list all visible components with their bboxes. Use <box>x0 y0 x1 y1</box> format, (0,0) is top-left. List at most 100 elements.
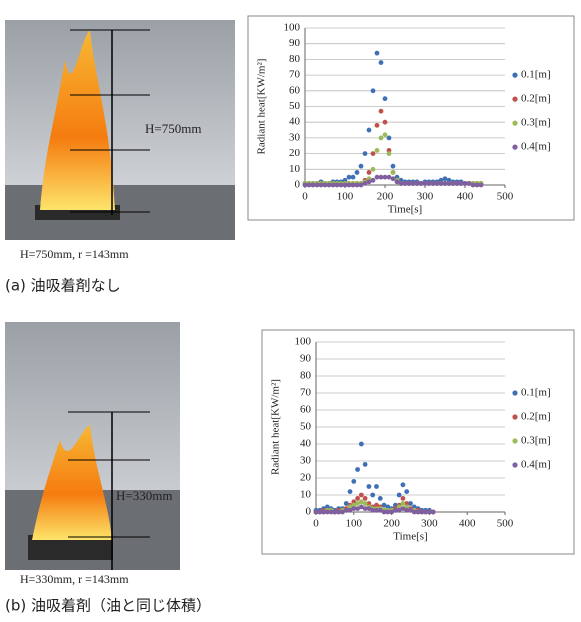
point <box>375 51 380 56</box>
point <box>363 496 368 501</box>
point <box>379 136 384 141</box>
x-tick-label: 0 <box>313 518 319 530</box>
x-tick-label: 300 <box>421 518 438 530</box>
y-tick-label: 10 <box>300 489 312 501</box>
point <box>383 120 388 125</box>
x-tick-label: 400 <box>457 191 474 203</box>
y-tick-label: 0 <box>295 179 301 191</box>
point <box>379 109 384 114</box>
y-tick-label: 60 <box>289 84 301 96</box>
photo-label: H=750mm <box>145 121 201 136</box>
y-tick-label: 0 <box>306 506 312 518</box>
point <box>371 167 376 172</box>
y-tick-label: 40 <box>289 116 301 128</box>
point <box>371 88 376 93</box>
figure: H=750mm H=750mm, r =143mm (a) 油吸着剤なし H=3… <box>0 0 581 617</box>
point <box>355 467 360 472</box>
x-tick-label: 0 <box>302 191 308 203</box>
y-tick-label: 20 <box>289 147 301 159</box>
point <box>401 501 406 506</box>
point <box>363 462 368 467</box>
panel-caption: (a) 油吸着剤なし <box>5 277 121 295</box>
x-tick-label: 200 <box>383 518 400 530</box>
x-tick-label: 200 <box>377 191 394 203</box>
y-tick-label: 70 <box>289 69 301 81</box>
x-tick-label: 400 <box>459 518 476 530</box>
point <box>359 493 364 498</box>
legend-label: 0.4[m] <box>521 141 551 153</box>
legend-marker <box>512 438 517 443</box>
point <box>378 496 383 501</box>
legend-marker <box>512 462 517 467</box>
legend-label: 0.3[m] <box>521 117 551 129</box>
y-tick-label: 90 <box>300 353 312 365</box>
y-tick-label: 80 <box>300 370 312 382</box>
y-tick-label: 80 <box>289 53 301 65</box>
x-axis-label: Time[s] <box>393 531 427 543</box>
point <box>401 482 406 487</box>
point <box>404 489 409 494</box>
y-tick-label: 50 <box>300 421 312 433</box>
x-tick-label: 100 <box>346 518 363 530</box>
point <box>370 493 375 498</box>
y-tick-label: 30 <box>300 455 312 467</box>
x-tick-label: 500 <box>497 191 514 203</box>
y-tick-label: 20 <box>300 472 312 484</box>
point <box>391 170 396 175</box>
point <box>367 484 372 489</box>
point <box>355 170 360 175</box>
photo-label: H=330mm <box>116 488 172 503</box>
point <box>351 479 356 484</box>
point <box>397 493 402 498</box>
point <box>375 123 380 128</box>
legend-marker <box>512 97 517 102</box>
legend-marker <box>512 145 517 150</box>
point <box>401 496 406 501</box>
legend-label: 0.1[m] <box>521 387 551 399</box>
point <box>379 60 384 65</box>
photo-b: H=330mm <box>5 322 180 570</box>
legend-marker <box>512 121 517 126</box>
legend-label: 0.2[m] <box>521 411 551 423</box>
x-axis-label: Time[s] <box>388 204 422 216</box>
legend-label: 0.2[m] <box>521 93 551 105</box>
point <box>479 183 484 188</box>
point <box>383 96 388 101</box>
point <box>391 164 396 169</box>
point <box>374 484 379 489</box>
photo-caption: H=330mm, r =143mm <box>20 572 129 586</box>
point <box>348 489 353 494</box>
panel-caption: (b) 油吸着剤（油と同じ体積） <box>5 597 211 615</box>
point <box>371 151 376 156</box>
point <box>371 178 376 183</box>
y-tick-label: 90 <box>289 37 301 49</box>
point <box>431 510 436 515</box>
y-axis-label: Radiant heat[KW/m²] <box>270 379 282 475</box>
y-tick-label: 40 <box>300 438 312 450</box>
x-tick-label: 500 <box>497 518 514 530</box>
legend-label: 0.3[m] <box>521 435 551 447</box>
y-axis-label: Radiant heat[KW/m²] <box>256 59 268 155</box>
point <box>387 151 392 156</box>
x-tick-label: 100 <box>337 191 354 203</box>
x-tick-label: 300 <box>417 191 434 203</box>
y-tick-label: 100 <box>295 336 312 348</box>
legend-label: 0.1[m] <box>521 69 551 81</box>
y-tick-label: 60 <box>300 404 312 416</box>
photo-caption: H=750mm, r =143mm <box>20 247 129 261</box>
point <box>391 176 396 181</box>
point <box>359 442 364 447</box>
point <box>383 132 388 137</box>
point <box>363 501 368 506</box>
point <box>387 136 392 141</box>
point <box>367 128 372 133</box>
photo-a: H=750mm <box>5 20 235 240</box>
y-tick-label: 30 <box>289 131 301 143</box>
point <box>355 496 360 501</box>
y-tick-label: 100 <box>284 22 301 34</box>
legend-marker <box>512 414 517 419</box>
point <box>375 148 380 153</box>
point <box>351 175 356 180</box>
